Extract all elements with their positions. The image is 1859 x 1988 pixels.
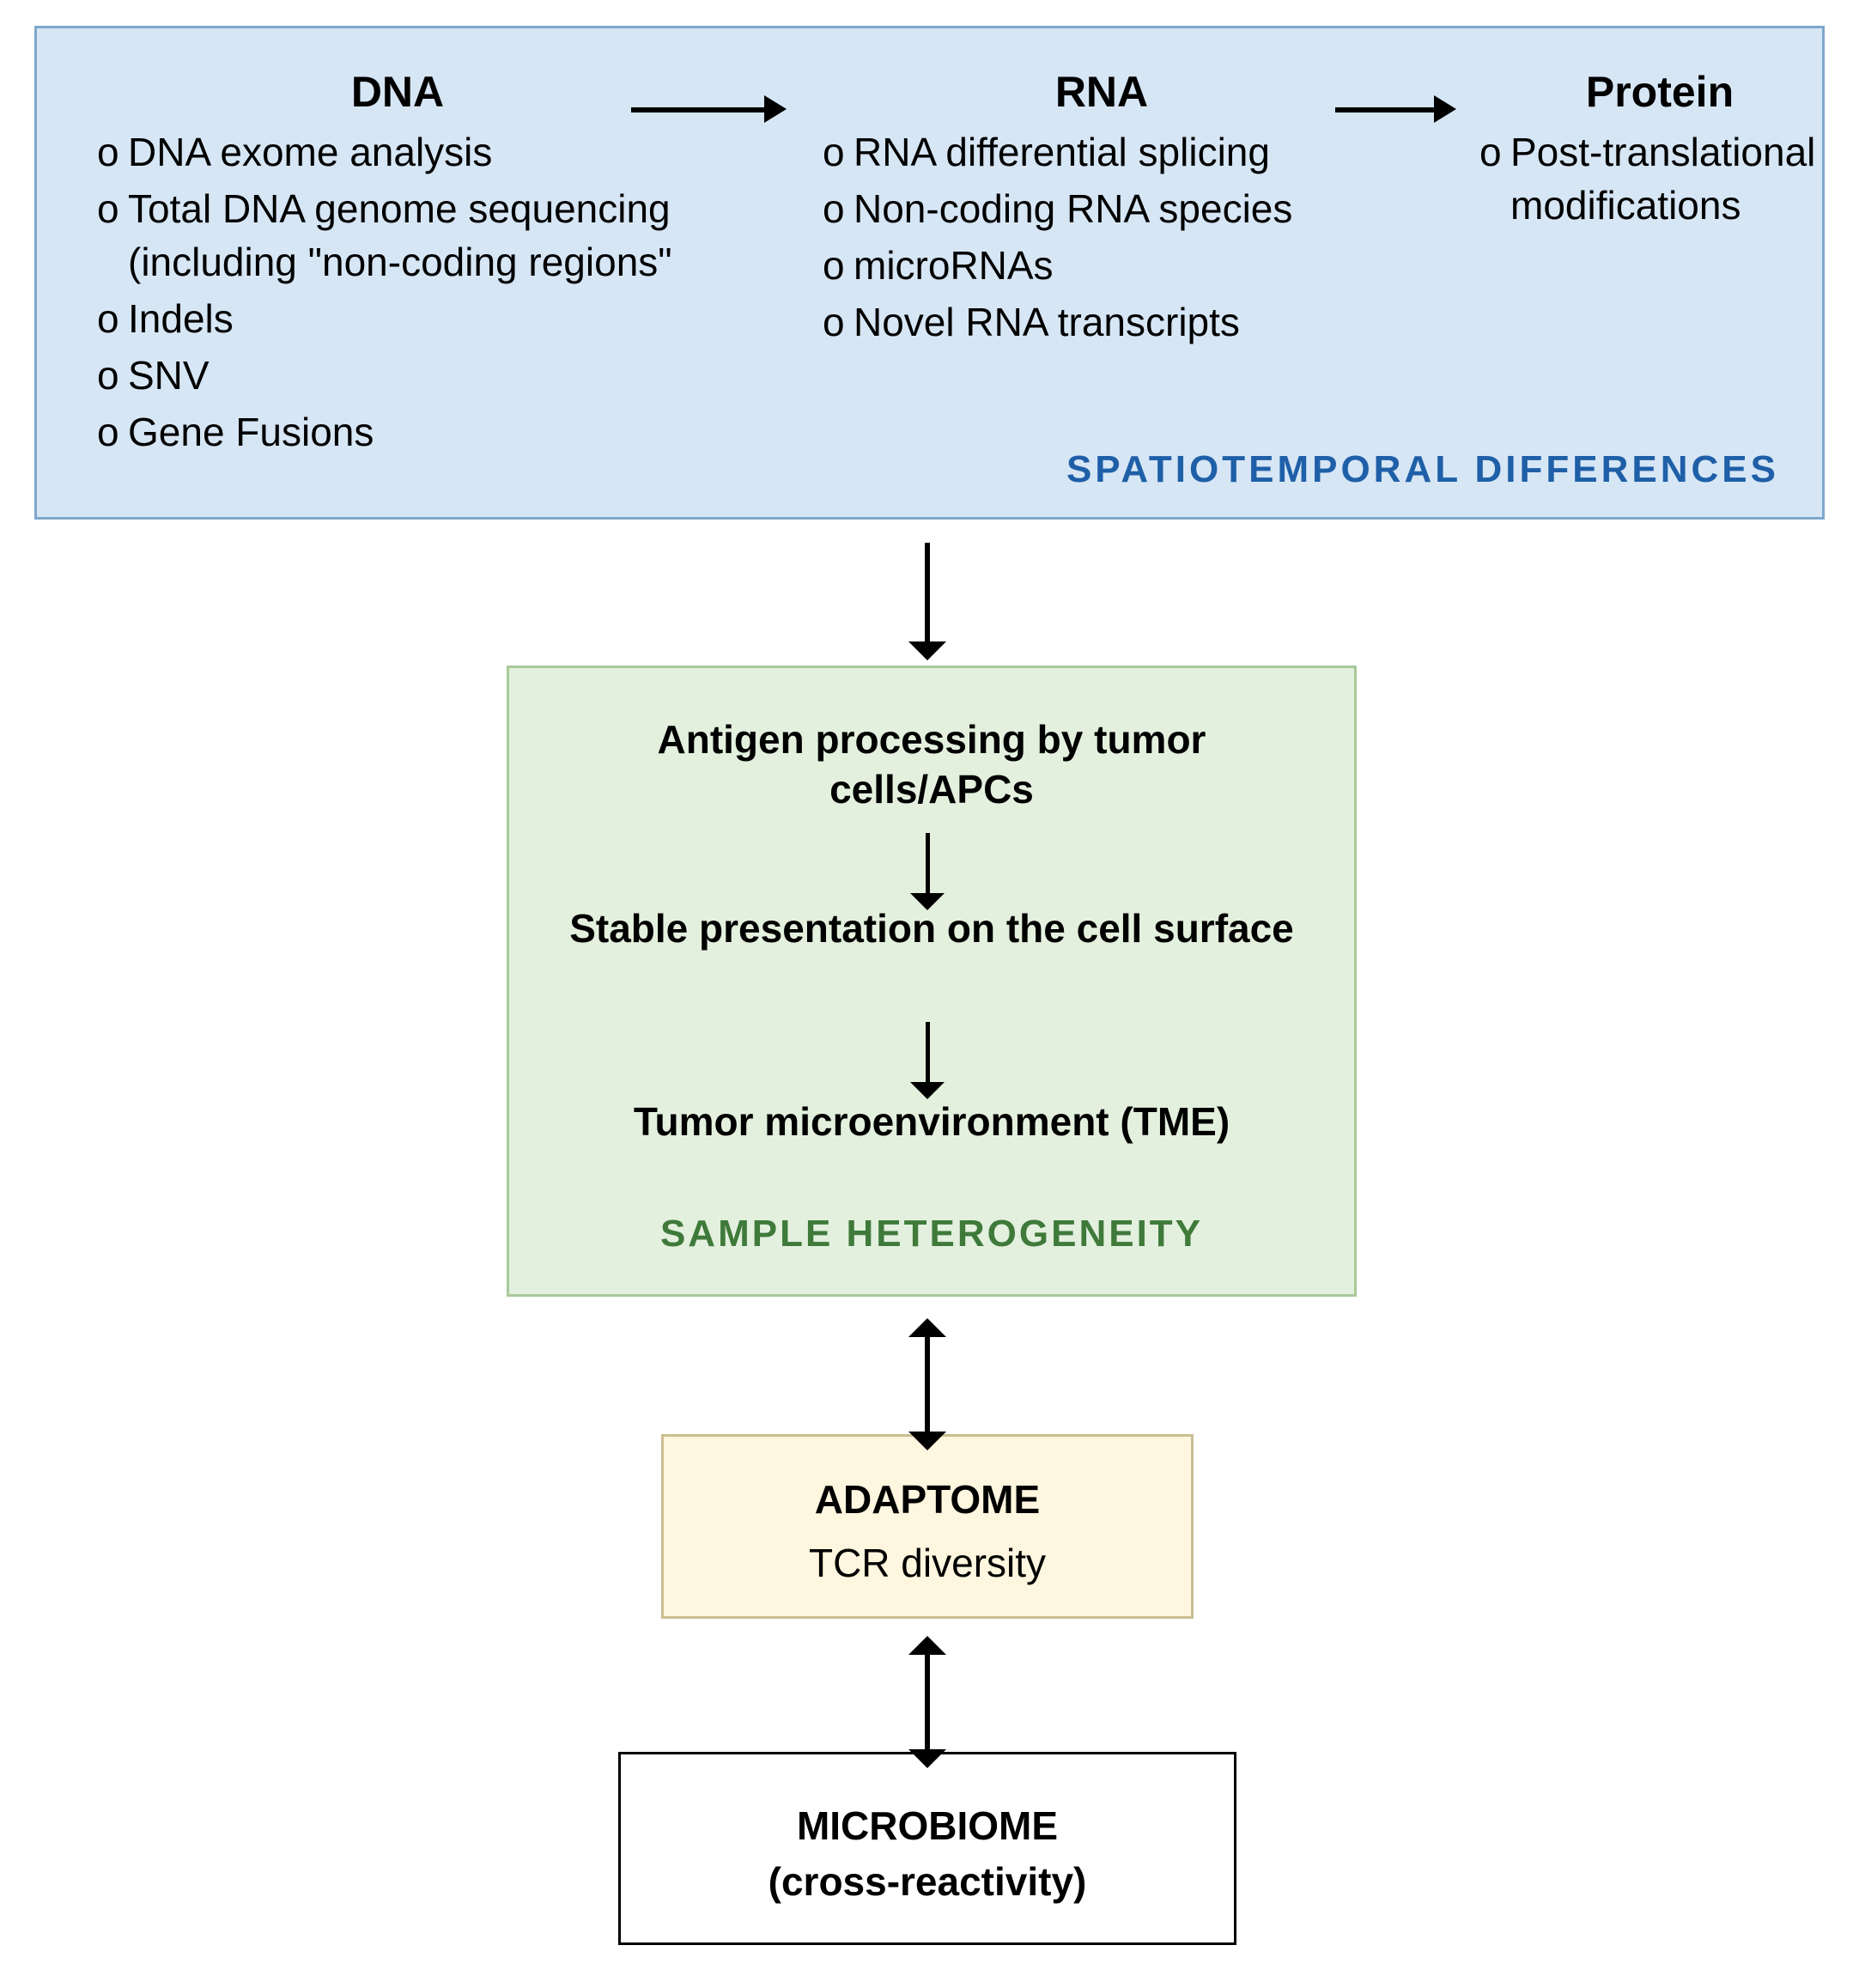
microbiome-title: MICROBIOME xyxy=(621,1802,1234,1851)
arrow-down-icon xyxy=(910,1022,945,1099)
list-item: Non-coding RNA species xyxy=(823,182,1381,235)
list-item: SNV xyxy=(97,349,698,402)
adaptome-box: ADAPTOME TCR diversity xyxy=(661,1434,1194,1619)
arrow-down-icon xyxy=(910,833,945,910)
protein-list: Post-translational modifications xyxy=(1479,125,1840,232)
rna-list: RNA differential splicingNon-coding RNA … xyxy=(823,125,1381,349)
step-stable-presentation: Stable presentation on the cell surface xyxy=(561,904,1303,954)
list-item: Post-translational modifications xyxy=(1479,125,1840,232)
list-item: Total DNA genome sequencing (including "… xyxy=(97,182,698,289)
arrow-updown-icon xyxy=(908,1636,946,1768)
spatiotemporal-box: DNA DNA exome analysisTotal DNA genome s… xyxy=(34,26,1825,520)
adaptome-subtitle: TCR diversity xyxy=(664,1540,1191,1586)
rna-column: RNA RNA differential splicingNon-coding … xyxy=(823,67,1381,352)
list-item: DNA exome analysis xyxy=(97,125,698,179)
rna-title: RNA xyxy=(823,67,1381,117)
microbiome-box: MICROBIOME (cross-reactivity) xyxy=(618,1752,1236,1945)
protein-column: Protein Post-translational modifications xyxy=(1479,67,1840,235)
protein-title: Protein xyxy=(1479,67,1840,117)
list-item: Novel RNA transcripts xyxy=(823,295,1381,349)
arrow-down-icon xyxy=(908,543,946,660)
list-item: microRNAs xyxy=(823,239,1381,292)
microbiome-subtitle: (cross-reactivity) xyxy=(621,1857,1234,1907)
list-item: Gene Fusions xyxy=(97,405,698,459)
step-antigen-processing: Antigen processing by tumor cells/APCs xyxy=(561,715,1303,814)
arrow-updown-icon xyxy=(908,1318,946,1450)
dna-column: DNA DNA exome analysisTotal DNA genome s… xyxy=(97,67,698,463)
sample-heterogeneity-box: Antigen processing by tumor cells/APCs S… xyxy=(507,666,1357,1297)
dna-list: DNA exome analysisTotal DNA genome seque… xyxy=(97,125,698,459)
list-item: Indels xyxy=(97,292,698,345)
adaptome-title: ADAPTOME xyxy=(664,1475,1191,1525)
sample-heterogeneity-caption: SAMPLE HETEROGENEITY xyxy=(509,1213,1354,1255)
list-item: RNA differential splicing xyxy=(823,125,1381,179)
step-tme: Tumor microenvironment (TME) xyxy=(561,1097,1303,1147)
spatiotemporal-caption: SPATIOTEMPORAL DIFFERENCES xyxy=(1066,448,1779,491)
dna-title: DNA xyxy=(97,67,698,117)
